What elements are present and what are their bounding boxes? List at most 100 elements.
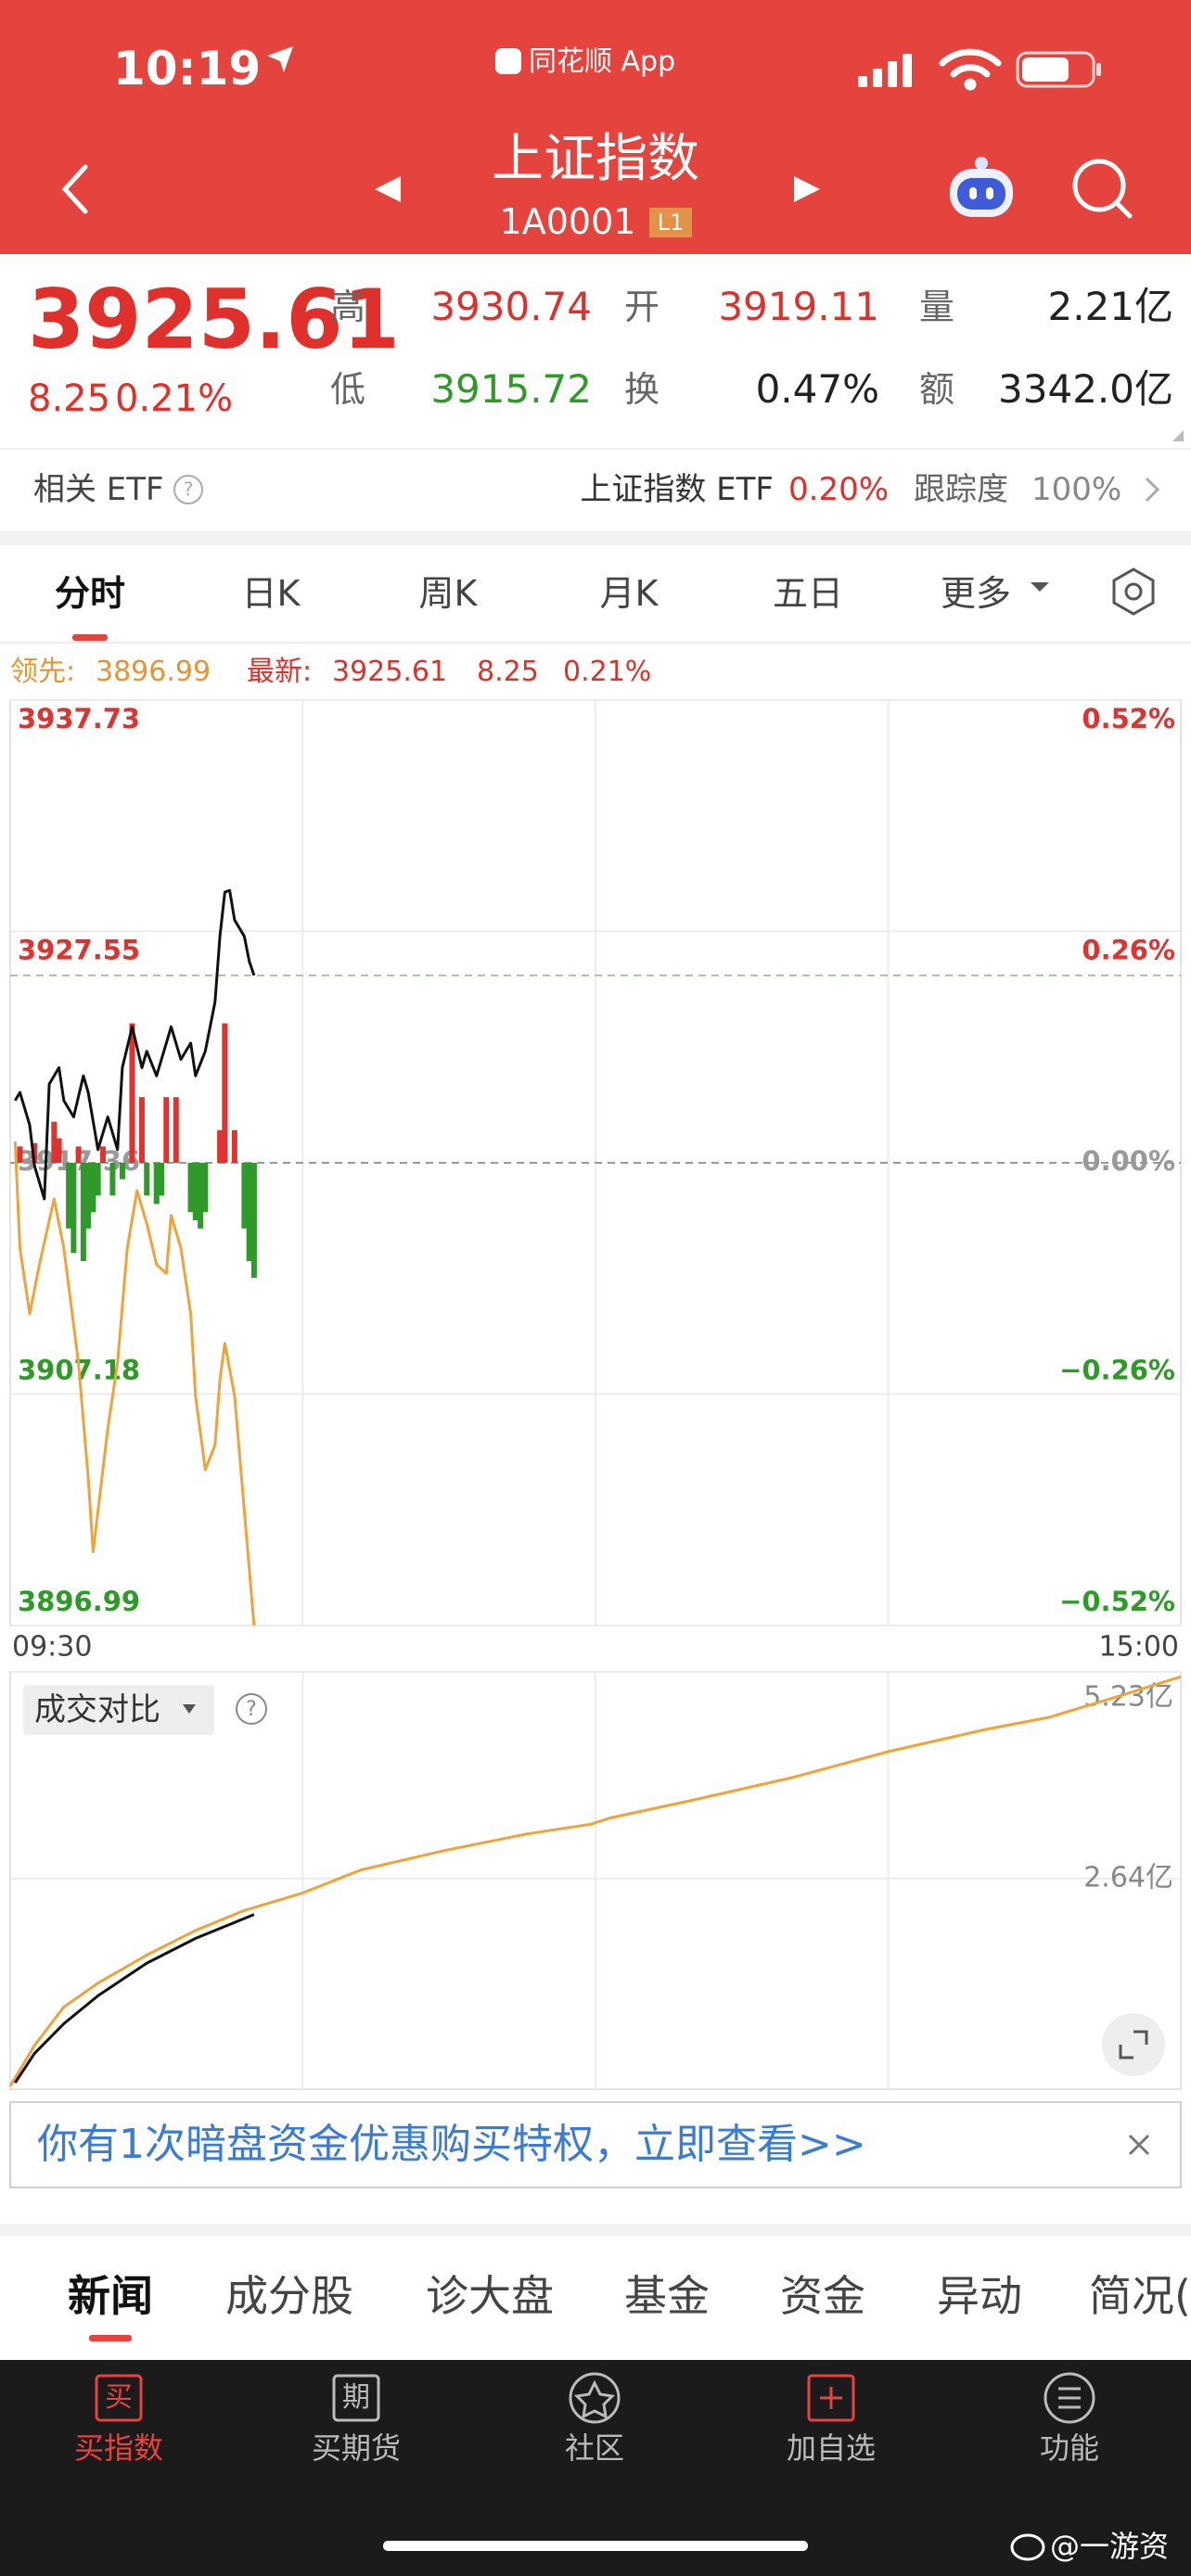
etf-arrow[interactable]: [1145, 477, 1160, 503]
wifi-icon: [939, 48, 1002, 91]
promo-text[interactable]: 你有1次暗盘资金优惠购买特权，立即查看>>: [37, 2121, 866, 2168]
flow-bar: [32, 1142, 38, 1163]
promo-banner[interactable]: [9, 2101, 1182, 2188]
flow-bar: [187, 1163, 194, 1213]
close-button[interactable]: [1128, 2134, 1150, 2156]
expand-button[interactable]: [1102, 2013, 1165, 2076]
price-line: [8, 1675, 1182, 2087]
x-tick-label: 09:30: [12, 1631, 92, 1664]
field-label: 额: [918, 369, 955, 410]
separator: [0, 2224, 1191, 2237]
tracking-value: 100%: [1031, 471, 1122, 508]
function-icon: [1044, 2372, 1095, 2424]
settings-button[interactable]: [1112, 567, 1155, 616]
next-button[interactable]: [794, 176, 820, 202]
etf-name[interactable]: 上证指数 ETF: [580, 471, 774, 508]
home-indicator: [383, 2541, 808, 2551]
flow-bar: [56, 1138, 62, 1163]
tab[interactable]: 日K: [241, 573, 301, 614]
latest-value: 3925.61: [332, 656, 448, 688]
nav-item[interactable]: 功能: [1039, 2430, 1100, 2466]
flow-bar: [173, 1097, 179, 1163]
y-tick-label: 3927.55: [18, 934, 140, 965]
tab[interactable]: 五日: [772, 573, 844, 614]
nav-icon-frame: [332, 2374, 380, 2422]
flow-bar: [159, 1163, 165, 1196]
field-value: 3915.72: [430, 366, 592, 412]
compare-dropdown[interactable]: [23, 1685, 214, 1735]
price-change: 8.25: [28, 377, 111, 420]
news-tab[interactable]: 成分股: [225, 2271, 353, 2321]
level-badge: [649, 208, 692, 237]
nav-icon-text: 期: [342, 2381, 370, 2414]
nav-item[interactable]: 社区: [564, 2430, 625, 2466]
flow-bar: [241, 1163, 248, 1229]
field-label: 开: [623, 287, 660, 327]
app-name: 同花顺 App: [529, 45, 676, 78]
help-icon[interactable]: [173, 475, 203, 504]
price-line: [14, 1913, 255, 2084]
robot-button[interactable]: [950, 157, 1013, 217]
nav-item[interactable]: 加自选: [786, 2430, 877, 2466]
news-tab[interactable]: 异动: [937, 2271, 1022, 2321]
corner-mark: [1172, 430, 1184, 441]
flow-bar: [198, 1163, 204, 1229]
nav-item[interactable]: 买指数: [73, 2430, 164, 2466]
signal-icon: [858, 54, 912, 87]
help-icon[interactable]: [236, 1693, 267, 1725]
last-price: 3925.61: [28, 272, 400, 367]
latest-change-pct: 0.21%: [563, 656, 652, 688]
y2-tick-label: 0.00%: [1082, 1145, 1175, 1177]
flow-bar: [163, 1097, 170, 1163]
help-mark: ?: [184, 478, 194, 501]
index-code: 1A0001: [499, 201, 636, 242]
field-label: 低: [329, 369, 366, 410]
y-tick-label: 5.23亿: [1083, 1681, 1173, 1714]
price-line: [14, 888, 256, 1201]
search-button[interactable]: [1072, 159, 1133, 219]
y2-tick-label: 0.26%: [1082, 935, 1175, 966]
weibo-icon: [1010, 2533, 1045, 2561]
nav-icon-frame: [95, 2374, 143, 2422]
flow-bar: [202, 1163, 209, 1213]
field-label: 高: [329, 287, 366, 327]
lead-value: 3896.99: [96, 656, 211, 688]
latest-change: 8.25: [477, 656, 539, 688]
news-tab[interactable]: 新闻: [68, 2271, 153, 2321]
field-label: 换: [623, 369, 660, 410]
settings-dot: [1124, 582, 1143, 601]
news-tab[interactable]: 基金: [624, 2271, 710, 2321]
flow-bar: [95, 1163, 101, 1196]
tab[interactable]: 月K: [599, 573, 659, 614]
separator: [0, 530, 1191, 545]
expand-icon: [1119, 2030, 1148, 2060]
field-value: 2.21亿: [1047, 284, 1173, 329]
tab[interactable]: 周K: [418, 573, 478, 614]
field-value: 0.47%: [755, 366, 879, 412]
flow-bar: [222, 1023, 228, 1163]
prev-button[interactable]: [375, 176, 401, 202]
nav-item[interactable]: 买期货: [311, 2430, 402, 2466]
page-title: 上证指数: [492, 129, 699, 189]
flow-bar: [85, 1163, 92, 1229]
add-watch-icon: [807, 2374, 855, 2422]
app-logo: [495, 48, 521, 74]
tab[interactable]: 更多: [940, 573, 1012, 614]
flow-bar: [70, 1163, 77, 1254]
lead-label: 领先:: [10, 656, 76, 688]
flow-bar: [75, 1146, 82, 1163]
compare-title: 成交对比: [34, 1691, 160, 1728]
flow-bar: [99, 1146, 106, 1163]
x-tick-label: 15:00: [1099, 1631, 1179, 1664]
more-caret: [1031, 582, 1049, 592]
flow-bar: [51, 1121, 58, 1163]
news-tab[interactable]: 资金: [780, 2271, 865, 2321]
news-tab[interactable]: 简况(: [1089, 2271, 1191, 2321]
flow-bar: [217, 1129, 224, 1163]
tab[interactable]: 分时: [54, 573, 126, 614]
field-value: 3342.0亿: [998, 366, 1173, 412]
back-button[interactable]: [61, 164, 88, 214]
flow-bar: [129, 1023, 135, 1163]
news-tab[interactable]: 诊大盘: [426, 2271, 554, 2321]
